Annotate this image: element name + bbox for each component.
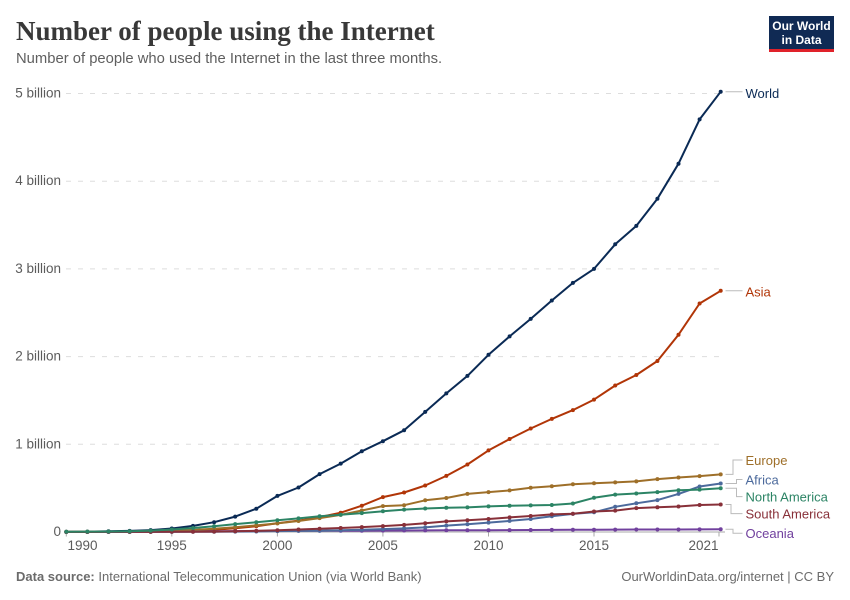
svg-text:North America: North America [746, 489, 829, 504]
svg-text:5 billion: 5 billion [15, 86, 61, 101]
svg-text:0: 0 [53, 524, 61, 539]
svg-text:2015: 2015 [579, 538, 609, 553]
svg-text:2005: 2005 [368, 538, 398, 553]
svg-text:Europe: Europe [746, 453, 788, 468]
svg-text:1990: 1990 [68, 538, 98, 553]
svg-text:2010: 2010 [473, 538, 503, 553]
svg-text:2000: 2000 [262, 538, 292, 553]
svg-text:2021: 2021 [688, 538, 718, 553]
svg-text:South America: South America [746, 506, 831, 521]
svg-text:World: World [746, 86, 780, 101]
svg-text:2 billion: 2 billion [15, 349, 61, 364]
svg-text:1995: 1995 [157, 538, 187, 553]
svg-text:Asia: Asia [746, 284, 772, 299]
svg-text:1 billion: 1 billion [15, 436, 61, 451]
svg-text:4 billion: 4 billion [15, 173, 61, 188]
svg-text:Oceania: Oceania [746, 526, 795, 541]
svg-text:Africa: Africa [746, 472, 780, 487]
svg-text:3 billion: 3 billion [15, 261, 61, 276]
